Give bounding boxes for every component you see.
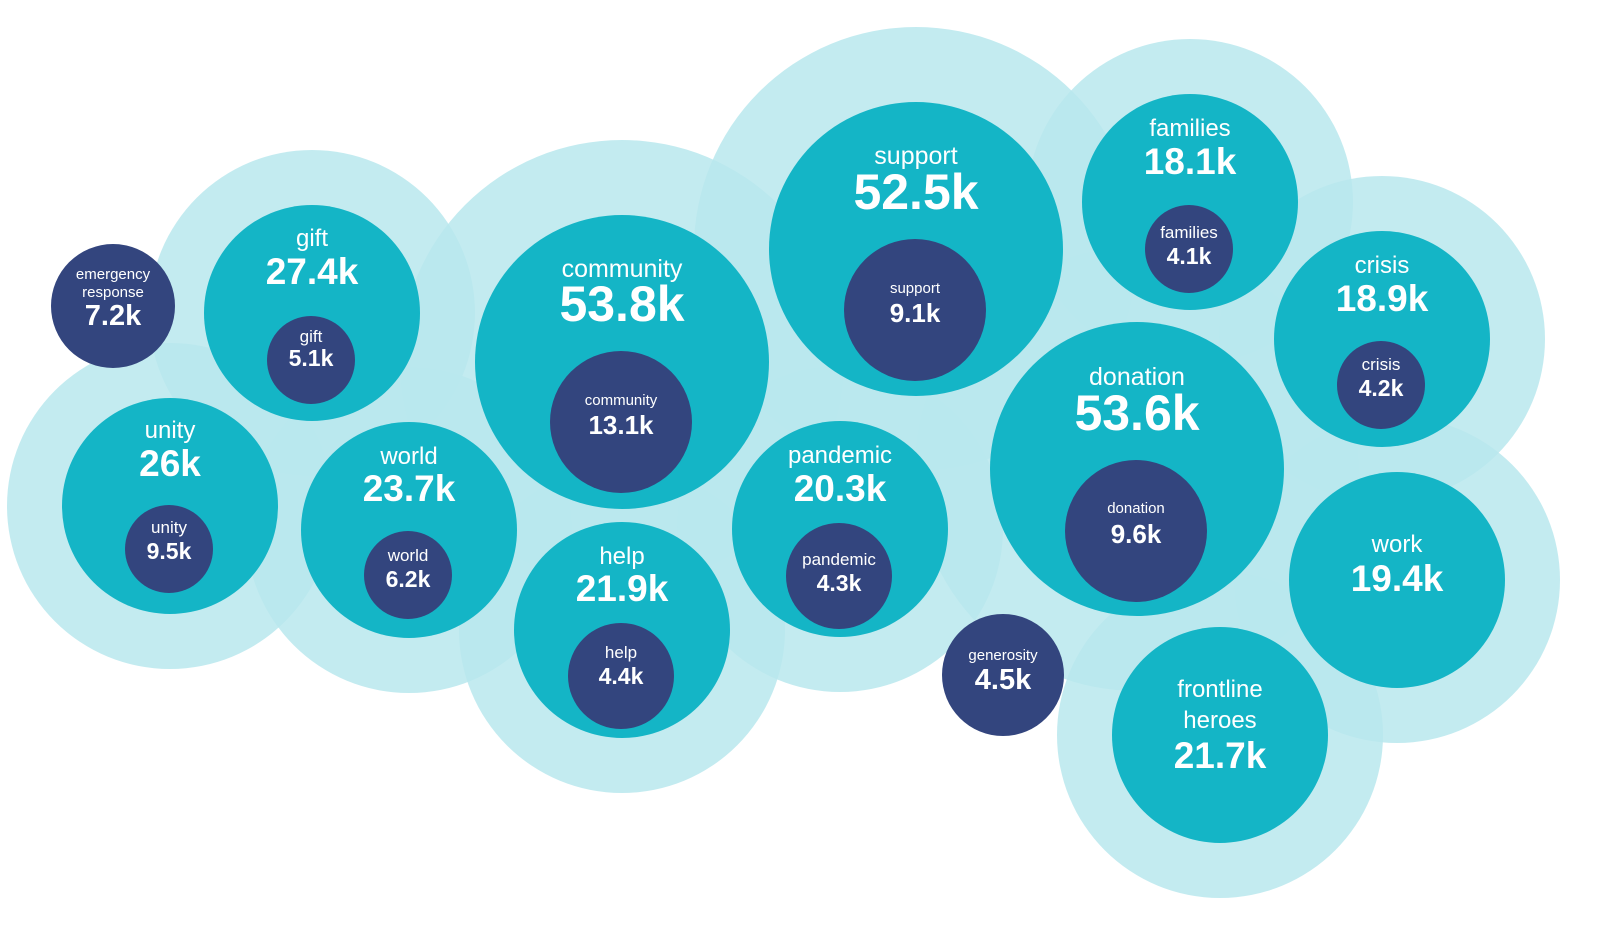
- sub-bubble-layer: [51, 205, 1425, 736]
- families-value-label: 18.1k: [1144, 141, 1237, 182]
- emergency-response-term-label-2: response: [82, 284, 144, 301]
- donation-value-label: 53.6k: [1074, 385, 1199, 441]
- support-term-label: support: [874, 142, 957, 170]
- donation-sub-value-label: 9.6k: [1111, 519, 1162, 549]
- families-sub-term-label: families: [1160, 223, 1218, 242]
- community-value-label: 53.8k: [559, 276, 684, 332]
- crisis-sub-value-label: 4.2k: [1359, 375, 1404, 401]
- support-sub-term-label: support: [890, 280, 941, 297]
- help-sub-term-label: help: [605, 643, 637, 662]
- work-bubble: [1289, 472, 1505, 688]
- support-sub-bubble: [844, 239, 986, 381]
- donation-sub-term-label: donation: [1107, 500, 1165, 517]
- donation-term-label: donation: [1089, 363, 1185, 391]
- community-sub-bubble: [550, 351, 692, 493]
- community-term-label: community: [562, 255, 683, 283]
- unity-sub-value-label: 9.5k: [147, 538, 192, 564]
- frontline-heroes-bubble: [1112, 627, 1328, 843]
- work-term-label: work: [1371, 531, 1424, 558]
- gift-sub-bubble: [267, 316, 355, 404]
- community-sub-value-label: 13.1k: [588, 410, 654, 440]
- gift-term-label: gift: [296, 225, 328, 252]
- help-sub-value-label: 4.4k: [599, 663, 644, 689]
- pandemic-sub-value-label: 4.3k: [817, 570, 862, 596]
- work-value-label: 19.4k: [1351, 558, 1444, 599]
- world-bubble: [301, 422, 517, 638]
- community-sub-term-label: community: [585, 392, 658, 409]
- generosity-term-label: generosity: [968, 647, 1038, 664]
- frontline-heroes-term-label-2: heroes: [1183, 707, 1256, 734]
- label-layer: emergencyresponse7.2kgift27.4kgift5.1kun…: [76, 115, 1444, 776]
- donation-sub-bubble: [1065, 460, 1207, 602]
- frontline-heroes-term-label-1: frontline: [1177, 676, 1262, 703]
- generosity-bubble: [942, 614, 1064, 736]
- families-sub-bubble: [1145, 205, 1233, 293]
- world-term-label: world: [379, 443, 437, 470]
- pandemic-value-label: 20.3k: [794, 468, 887, 509]
- emergency-response-value-label: 7.2k: [85, 300, 142, 332]
- pandemic-term-label: pandemic: [788, 442, 892, 469]
- crisis-sub-term-label: crisis: [1362, 355, 1401, 374]
- unity-sub-bubble: [125, 505, 213, 593]
- world-sub-term-label: world: [387, 546, 429, 565]
- families-term-label: families: [1149, 115, 1230, 142]
- gift-value-label: 27.4k: [266, 251, 359, 292]
- gift-bubble: [204, 205, 420, 421]
- world-sub-bubble: [364, 531, 452, 619]
- support-value-label: 52.5k: [853, 164, 978, 220]
- unity-value-label: 26k: [139, 443, 201, 484]
- unity-sub-term-label: unity: [151, 518, 187, 537]
- support-sub-value-label: 9.1k: [890, 298, 941, 328]
- families-sub-value-label: 4.1k: [1167, 243, 1212, 269]
- crisis-term-label: crisis: [1355, 252, 1410, 279]
- help-sub-bubble: [568, 623, 674, 729]
- crisis-value-label: 18.9k: [1336, 278, 1429, 319]
- crisis-sub-bubble: [1337, 341, 1425, 429]
- emergency-response-bubble: [51, 244, 175, 368]
- frontline-heroes-value-label: 21.7k: [1174, 735, 1267, 776]
- help-value-label: 21.9k: [576, 568, 669, 609]
- gift-sub-value-label: 5.1k: [289, 345, 334, 371]
- world-value-label: 23.7k: [363, 468, 456, 509]
- help-term-label: help: [599, 543, 644, 570]
- emergency-response-term-label-1: emergency: [76, 266, 151, 283]
- unity-term-label: unity: [145, 417, 196, 444]
- world-sub-value-label: 6.2k: [386, 566, 431, 592]
- pandemic-sub-bubble: [786, 523, 892, 629]
- gift-sub-term-label: gift: [300, 327, 323, 346]
- generosity-value-label: 4.5k: [975, 664, 1032, 696]
- pandemic-sub-term-label: pandemic: [802, 550, 876, 569]
- families-bubble: [1082, 94, 1298, 310]
- crisis-bubble: [1274, 231, 1490, 447]
